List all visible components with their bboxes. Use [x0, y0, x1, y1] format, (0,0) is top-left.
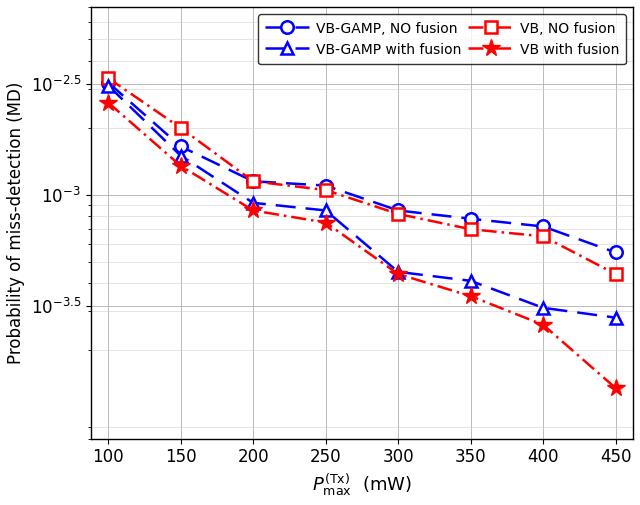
VB-GAMP with fusion [467, 278, 474, 284]
VB with fusion [177, 163, 184, 169]
Line: VB, NO fusion: VB, NO fusion [102, 72, 622, 280]
VB-GAMP, NO fusion [612, 249, 620, 256]
VB, NO fusion [250, 178, 257, 184]
VB-GAMP, NO fusion [104, 79, 112, 85]
Legend: VB-GAMP, NO fusion, VB-GAMP with fusion, VB, NO fusion, VB with fusion: VB-GAMP, NO fusion, VB-GAMP with fusion,… [258, 14, 626, 64]
X-axis label: $P_{\mathrm{max}}^{(\mathrm{Tx})}$  (mW): $P_{\mathrm{max}}^{(\mathrm{Tx})}$ (mW) [312, 472, 412, 498]
VB-GAMP with fusion [612, 315, 620, 321]
VB-GAMP, NO fusion [177, 143, 184, 149]
Line: VB with fusion: VB with fusion [99, 93, 625, 397]
VB with fusion [612, 385, 620, 391]
VB with fusion [322, 220, 330, 226]
VB-GAMP with fusion [177, 153, 184, 159]
Line: VB-GAMP with fusion: VB-GAMP with fusion [102, 79, 622, 324]
VB-GAMP, NO fusion [322, 182, 330, 188]
VB-GAMP, NO fusion [250, 178, 257, 184]
VB with fusion [394, 271, 402, 277]
VB, NO fusion [467, 226, 474, 232]
VB-GAMP with fusion [394, 269, 402, 275]
VB with fusion [250, 208, 257, 214]
Line: VB-GAMP, NO fusion: VB-GAMP, NO fusion [102, 76, 622, 259]
VB with fusion [540, 322, 547, 328]
VB-GAMP, NO fusion [540, 223, 547, 229]
VB-GAMP with fusion [250, 200, 257, 206]
VB, NO fusion [394, 211, 402, 217]
VB-GAMP with fusion [104, 82, 112, 88]
VB, NO fusion [177, 125, 184, 131]
VB-GAMP with fusion [540, 305, 547, 311]
Y-axis label: Probability of miss-detection (MD): Probability of miss-detection (MD) [7, 82, 25, 364]
VB-GAMP, NO fusion [394, 208, 402, 214]
VB, NO fusion [612, 271, 620, 277]
VB with fusion [104, 99, 112, 106]
VB, NO fusion [104, 75, 112, 81]
VB, NO fusion [322, 187, 330, 193]
VB, NO fusion [540, 233, 547, 239]
VB-GAMP with fusion [322, 208, 330, 214]
VB-GAMP, NO fusion [467, 216, 474, 222]
VB with fusion [467, 293, 474, 299]
